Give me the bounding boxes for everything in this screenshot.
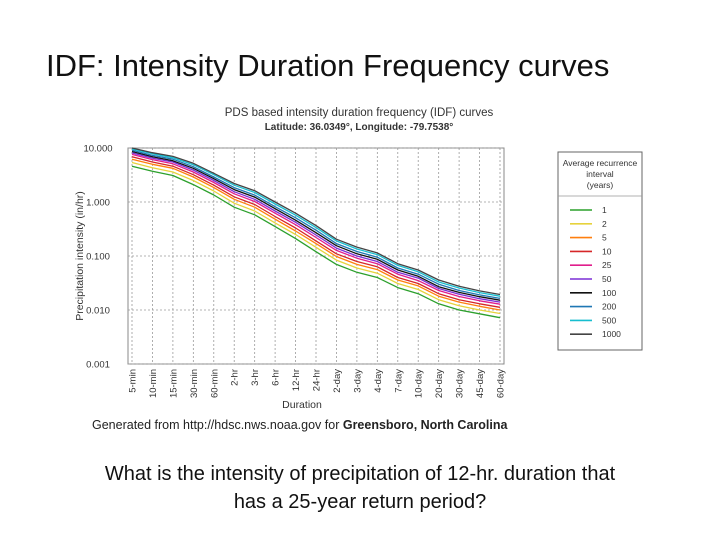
x-tick-label: 4-day [373, 369, 384, 393]
x-tick-label: 24-hr [312, 369, 323, 391]
x-tick-label: 10-min [148, 369, 159, 398]
question-line-1: What is the intensity of precipitation o… [104, 463, 616, 485]
series-line-2-year [131, 161, 501, 315]
legend-title: interval [586, 169, 614, 179]
legend-label-500: 500 [602, 315, 616, 325]
y-axis-label: Precipitation intensity (in/hr) [74, 191, 86, 321]
caption-prefix: Generated from http://hdsc.nws.noaa.gov … [92, 418, 343, 432]
chart-title: PDS based intensity duration frequency (… [225, 107, 494, 119]
x-tick-label: 60-min [209, 369, 220, 398]
x-tick-label: 2-hr [230, 369, 241, 386]
x-tick-label: 3-hr [250, 369, 261, 386]
legend-label-100: 100 [602, 288, 616, 298]
y-tick-label: 0.001 [86, 360, 110, 371]
question-line-2: has a 25-year return period? [233, 491, 487, 513]
x-tick-label: 5-min [128, 369, 139, 393]
x-tick-label: 10-day [414, 369, 425, 398]
series-line-500-year [131, 148, 501, 297]
series-line-25-year [131, 153, 501, 305]
y-tick-label: 10.000 [83, 144, 112, 155]
series-line-1000-year [131, 147, 501, 296]
chart-canvas: PDS based intensity duration frequency (… [74, 107, 643, 410]
x-tick-label: 15-min [168, 369, 179, 398]
question-text: What is the intensity of precipitation o… [0, 460, 720, 516]
legend-label-25: 25 [602, 260, 612, 270]
legend-label-1000: 1000 [602, 329, 621, 339]
x-tick-label: 30-min [189, 369, 200, 398]
legend-title: Average recurrence [563, 158, 638, 168]
legend-label-50: 50 [602, 274, 612, 284]
slide-title: IDF: Intensity Duration Frequency curves [46, 48, 610, 83]
x-tick-label: 7-day [393, 369, 404, 393]
x-axis-label: Duration [282, 399, 322, 410]
legend-label-5: 5 [602, 233, 607, 243]
y-tick-label: 0.100 [86, 252, 110, 263]
series-line-100-year [131, 150, 501, 301]
series-line-200-year [131, 149, 501, 300]
series-line-5-year [131, 158, 501, 311]
x-tick-label: 12-hr [291, 369, 302, 391]
series-line-50-year [131, 152, 501, 303]
x-tick-label: 6-hr [271, 369, 282, 386]
legend-label-200: 200 [602, 302, 616, 312]
x-tick-label: 3-day [352, 369, 363, 393]
legend-label-1: 1 [602, 205, 607, 215]
legend-label-10: 10 [602, 246, 612, 256]
y-tick-label: 1.000 [86, 198, 110, 209]
chart-source-caption: Generated from http://hdsc.nws.noaa.gov … [92, 418, 507, 432]
legend-title: (years) [587, 180, 614, 190]
y-tick-label: 0.010 [86, 306, 110, 317]
x-tick-label: 20-day [434, 369, 445, 398]
x-tick-label: 2-day [332, 369, 343, 393]
series-line-10-year [131, 156, 501, 308]
legend-label-2: 2 [602, 219, 607, 229]
chart-subtitle: Latitude: 36.0349°, Longitude: -79.7538° [265, 122, 454, 133]
x-tick-label: 30-day [455, 369, 466, 398]
x-tick-label: 60-day [496, 369, 507, 398]
x-tick-label: 45-day [475, 369, 486, 398]
idf-chart: PDS based intensity duration frequency (… [70, 100, 650, 410]
caption-location: Greensboro, North Carolina [342, 418, 508, 432]
series-line-1-year [131, 165, 501, 319]
